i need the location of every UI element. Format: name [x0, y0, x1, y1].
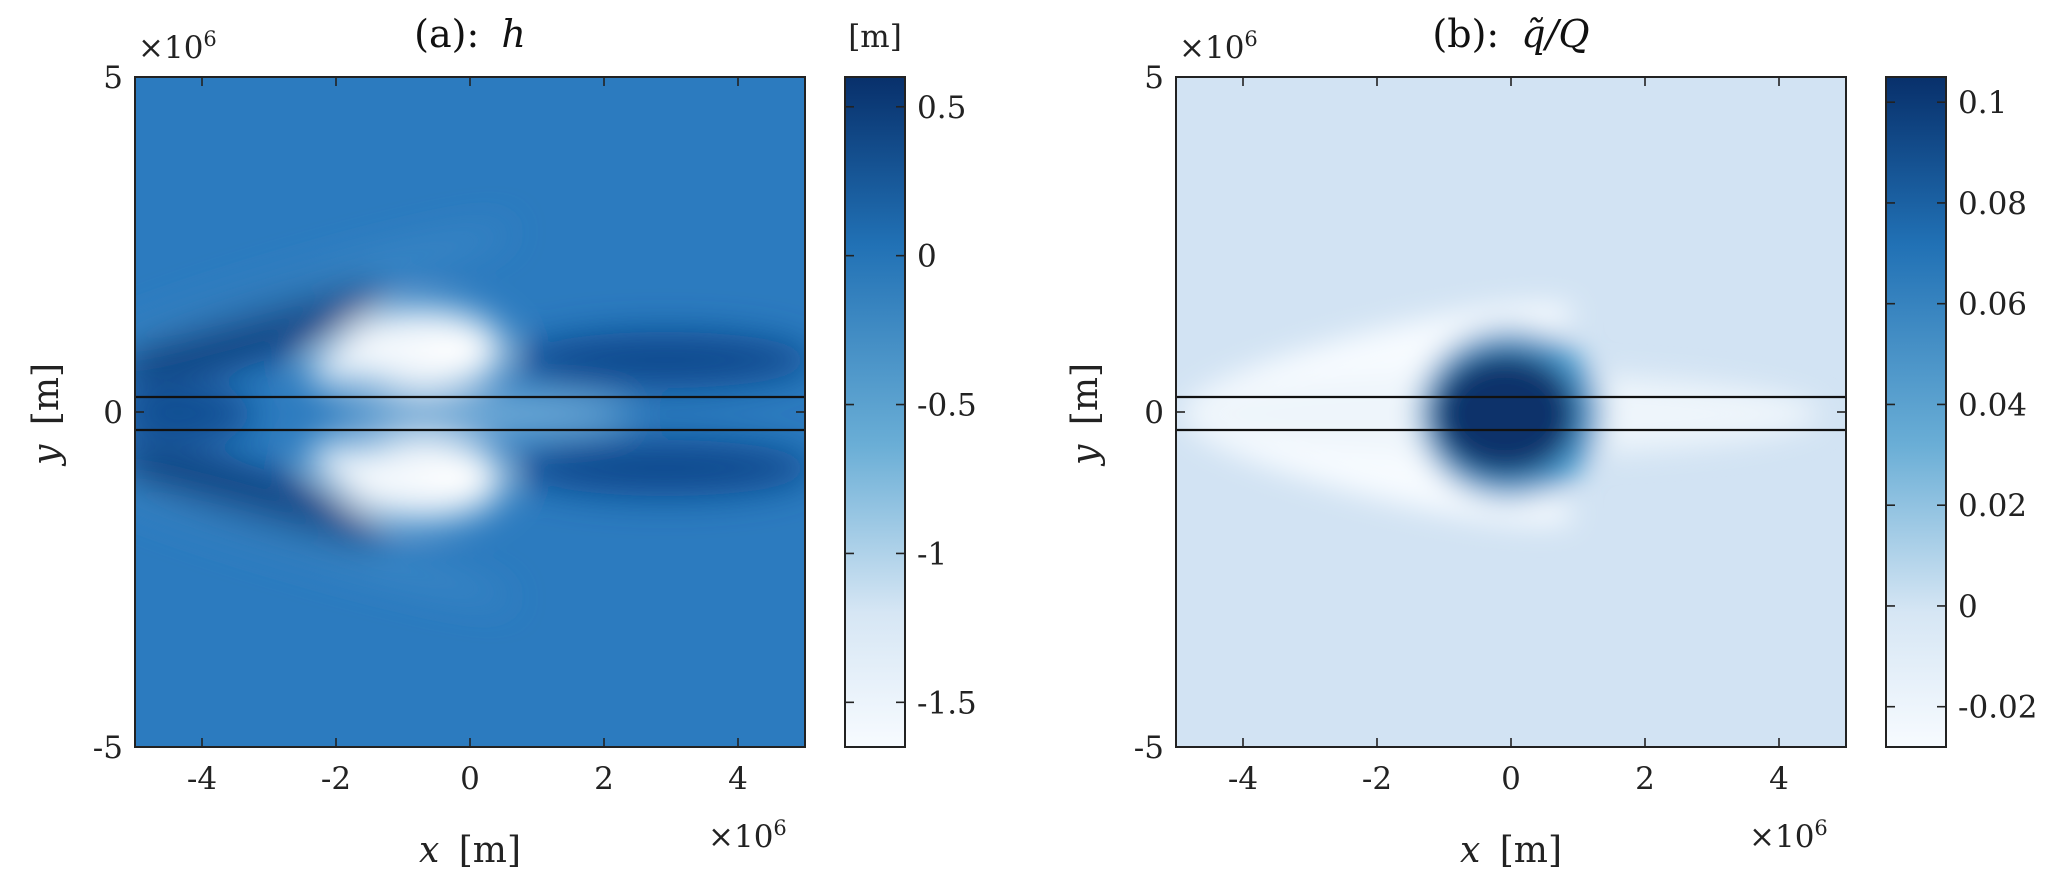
panel-b-colorbar-ticks: 0.1 0.08 0.06 0.04 0.02 0 -0.02 [1886, 85, 2038, 726]
panel-a-title-symbol: h [501, 12, 525, 56]
panel-b-title-symbol: q̃/Q [1521, 12, 1589, 56]
panel-a-y-label: y [m] [26, 363, 67, 467]
colorbar-tick-label: 0.1 [1958, 85, 2007, 121]
panel-a-y-ticks: -5 0 5 [93, 60, 805, 766]
x-tick-label: 2 [1635, 761, 1655, 797]
panel-a-x-label: x [m] [419, 830, 521, 871]
colorbar-tick-label: -0.02 [1958, 690, 2038, 726]
panel-b-x-ticks: -4 -2 0 2 4 [1228, 77, 1789, 797]
x-tick-label: -4 [187, 761, 217, 797]
panel-b-y-ticks: -5 0 5 [1134, 60, 1846, 766]
panel-b-x-multiplier: ×106 [1749, 816, 1828, 855]
x-tick-label: -4 [1228, 761, 1258, 797]
colorbar-tick-label: 0 [1958, 589, 1978, 625]
colorbar-tick-label: 0.06 [1958, 287, 2027, 323]
panel-b-source-core [1433, 352, 1577, 476]
panel-a-x-multiplier: ×106 [708, 816, 787, 855]
x-tick-label: -2 [1362, 761, 1392, 797]
panel-b-y-label: y [m] [1065, 363, 1106, 467]
x-tick-label: 2 [594, 761, 614, 797]
panel-a-title-prefix: (a): [414, 12, 479, 56]
panel-a-colorbar [844, 76, 906, 748]
panel-a: -4 -2 0 2 4 -5 0 5 (a): h ×106 ×106 x [m] y [m… [26, 12, 977, 871]
colorbar-tick-label: -1.5 [917, 685, 977, 721]
panel-a-high-lower-right [515, 440, 805, 496]
colorbar-tick-label: -1 [917, 536, 947, 572]
y-tick-label: 5 [103, 60, 123, 96]
panel-b-y-multiplier: ×106 [1179, 27, 1258, 66]
colorbar-tick-label: 0.5 [917, 90, 966, 126]
panel-b-x-label: x [m] [1460, 830, 1562, 871]
y-tick-label: -5 [1134, 730, 1164, 766]
panel-b-colorbar [1885, 76, 1947, 748]
panel-a-y-multiplier: ×106 [138, 27, 217, 66]
y-tick-label: 0 [1144, 395, 1164, 431]
x-tick-label: -2 [321, 761, 351, 797]
panel-a-high-center-left [135, 388, 255, 440]
panel-b-heatmap [1176, 77, 1846, 747]
x-tick-label: 4 [728, 761, 748, 797]
panel-a-high-upper-right [515, 332, 805, 388]
x-tick-label: 0 [1501, 761, 1521, 797]
panel-b: -4 -2 0 2 4 -5 0 5 (b): q̃/Q ×106 ×106 x [m] y… [1065, 12, 2038, 871]
panel-a-heatmap [135, 77, 805, 747]
panel-a-colorbar-ticks: 0.5 0 -0.5 -1 -1.5 [845, 90, 977, 721]
y-tick-label: 5 [1144, 60, 1164, 96]
colorbar-tick-label: 0 [917, 239, 937, 275]
y-tick-label: 0 [103, 395, 123, 431]
y-tick-label: -5 [93, 730, 123, 766]
colorbar-tick-label: 0.02 [1958, 488, 2027, 524]
panel-a-equator-band [330, 398, 630, 430]
panel-a-colorbar-unit: [m] [848, 19, 902, 55]
colorbar-tick-label: -0.5 [917, 388, 977, 424]
panel-a-title: (a): h [414, 12, 526, 56]
panel-b-title-prefix: (b): [1432, 12, 1499, 56]
panel-a-x-ticks: -4 -2 0 2 4 [187, 77, 748, 797]
x-tick-label: 4 [1769, 761, 1789, 797]
panel-b-title: (b): q̃/Q [1432, 12, 1589, 56]
colorbar-tick-label: 0.08 [1958, 186, 2027, 222]
colorbar-tick-label: 0.04 [1958, 387, 2027, 423]
x-tick-label: 0 [460, 761, 480, 797]
